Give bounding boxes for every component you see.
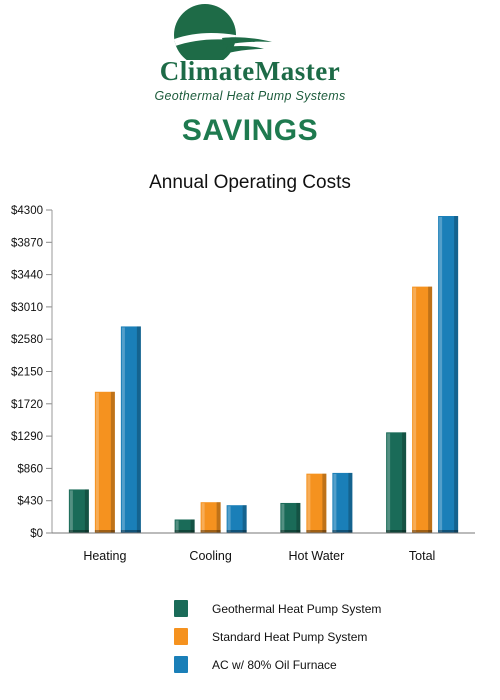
bars: [68, 216, 459, 533]
bar-shadow: [242, 505, 247, 533]
bar: [280, 502, 301, 533]
x-tick-label: Heating: [83, 549, 126, 563]
bar: [306, 473, 327, 533]
y-tick-label: $860: [17, 463, 43, 475]
bar: [332, 472, 353, 533]
bar: [200, 502, 221, 533]
bar-highlight: [387, 433, 391, 532]
bar-highlight: [413, 287, 417, 532]
x-tick-label: Hot Water: [288, 549, 344, 563]
legend-swatch: [174, 600, 188, 617]
bar: [94, 391, 115, 533]
y-tick-label: $3440: [11, 270, 43, 282]
x-tick-label: Total: [409, 549, 435, 563]
bar: [174, 519, 195, 533]
bar-highlight: [121, 327, 125, 532]
y-tick-label: $4300: [11, 205, 43, 217]
bar-highlight: [95, 392, 99, 532]
bar-base: [174, 530, 195, 533]
x-tick-label: Cooling: [189, 549, 231, 563]
legend-item-oil-furnace: AC w/ 80% Oil Furnace: [174, 655, 474, 683]
bar-highlight: [333, 473, 337, 532]
bar-shadow: [190, 519, 195, 533]
bar: [120, 326, 141, 533]
bar: [438, 216, 459, 533]
y-tick-label: $1720: [11, 399, 43, 411]
brand-logo: ClimateMaster Geothermal Heat Pump Syste…: [0, 0, 500, 110]
bar-shadow: [454, 216, 459, 533]
bar-base: [438, 530, 459, 533]
globe-swoosh-icon: [174, 4, 272, 60]
y-tick-label: $430: [17, 496, 43, 508]
bar: [68, 489, 89, 533]
bar: [386, 432, 407, 533]
brand-name: ClimateMaster: [159, 56, 341, 86]
y-tick-label: $2580: [11, 334, 43, 346]
bar-chart: $0 $430 $860 $1290 $1720 $2150 $2580 $3010 $3440…: [11, 205, 475, 563]
legend-label: Geothermal Heat Pump System: [212, 602, 382, 616]
y-axis-ticks: $0 $430 $860 $1290 $1720 $2150 $2580 $3010 $3440…: [11, 205, 52, 540]
bar-base: [200, 530, 221, 533]
bar-highlight: [281, 503, 285, 532]
bar: [412, 286, 433, 533]
bar-highlight: [175, 520, 179, 532]
legend-label: AC w/ 80% Oil Furnace: [212, 658, 337, 672]
brand-tagline: Geothermal Heat Pump Systems: [154, 89, 346, 103]
bar-base: [280, 530, 301, 533]
bar-shadow: [84, 489, 89, 533]
page-heading: SAVINGS: [181, 114, 319, 147]
legend-swatch: [174, 656, 188, 673]
legend: Geothermal Heat Pump System Standard Hea…: [174, 599, 474, 683]
legend-item-standard: Standard Heat Pump System: [174, 627, 474, 655]
bar-base: [386, 530, 407, 533]
bar-highlight: [439, 217, 443, 532]
bar-base: [68, 530, 89, 533]
y-tick-label: $0: [30, 528, 43, 540]
bar-highlight: [69, 490, 73, 532]
legend-label: Standard Heat Pump System: [212, 630, 368, 644]
bar-shadow: [402, 432, 407, 533]
bar-shadow: [110, 391, 115, 533]
bar-shadow: [348, 472, 353, 533]
bar-base: [332, 530, 353, 533]
bar-highlight: [201, 503, 205, 532]
bar-shadow: [428, 286, 433, 533]
bar-base: [412, 530, 433, 533]
y-tick-label: $1290: [11, 431, 43, 443]
bar-base: [226, 530, 247, 533]
bar-shadow: [322, 473, 327, 533]
y-tick-label: $2150: [11, 367, 43, 379]
bar: [226, 505, 247, 533]
legend-swatch: [174, 628, 188, 645]
bar-shadow: [296, 502, 301, 533]
bar-highlight: [227, 506, 231, 532]
bar-base: [306, 530, 327, 533]
bar-shadow: [136, 326, 141, 533]
legend-item-geothermal: Geothermal Heat Pump System: [174, 599, 474, 627]
chart-title: Annual Operating Costs: [149, 172, 351, 193]
bar-base: [120, 530, 141, 533]
x-axis-labels: Heating Cooling Hot Water Total: [83, 549, 435, 563]
bar-base: [94, 530, 115, 533]
bar-shadow: [216, 502, 221, 533]
bar-highlight: [307, 474, 311, 532]
y-tick-label: $3010: [11, 302, 43, 314]
y-tick-label: $3870: [11, 237, 43, 249]
